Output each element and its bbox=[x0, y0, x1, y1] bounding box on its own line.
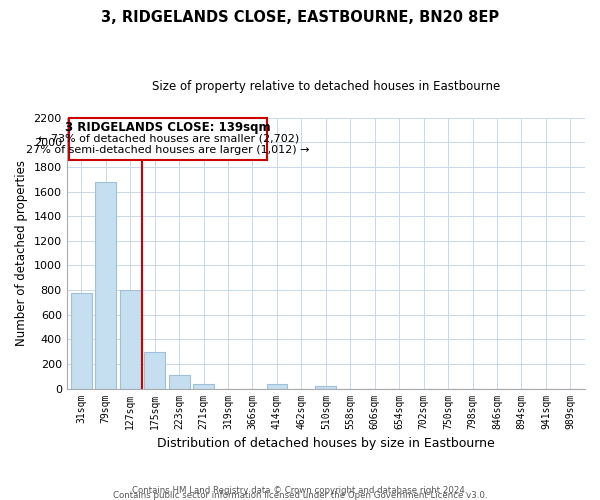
Text: Contains public sector information licensed under the Open Government Licence v3: Contains public sector information licen… bbox=[113, 491, 487, 500]
Text: Contains HM Land Registry data © Crown copyright and database right 2024.: Contains HM Land Registry data © Crown c… bbox=[132, 486, 468, 495]
Text: 3 RIDGELANDS CLOSE: 139sqm: 3 RIDGELANDS CLOSE: 139sqm bbox=[65, 122, 271, 134]
Bar bbox=[193, 384, 214, 388]
Bar bbox=[316, 386, 336, 388]
Bar bbox=[144, 352, 165, 389]
Bar bbox=[120, 290, 140, 388]
Title: Size of property relative to detached houses in Eastbourne: Size of property relative to detached ho… bbox=[152, 80, 500, 93]
Bar bbox=[266, 384, 287, 388]
X-axis label: Distribution of detached houses by size in Eastbourne: Distribution of detached houses by size … bbox=[157, 437, 495, 450]
Bar bbox=[95, 182, 116, 388]
Bar bbox=[169, 375, 190, 388]
Text: ← 73% of detached houses are smaller (2,702): ← 73% of detached houses are smaller (2,… bbox=[38, 134, 299, 143]
Bar bbox=[71, 292, 92, 388]
Text: 3, RIDGELANDS CLOSE, EASTBOURNE, BN20 8EP: 3, RIDGELANDS CLOSE, EASTBOURNE, BN20 8E… bbox=[101, 10, 499, 25]
Text: 27% of semi-detached houses are larger (1,012) →: 27% of semi-detached houses are larger (… bbox=[26, 145, 310, 155]
Bar bbox=[69, 118, 267, 160]
Y-axis label: Number of detached properties: Number of detached properties bbox=[15, 160, 28, 346]
